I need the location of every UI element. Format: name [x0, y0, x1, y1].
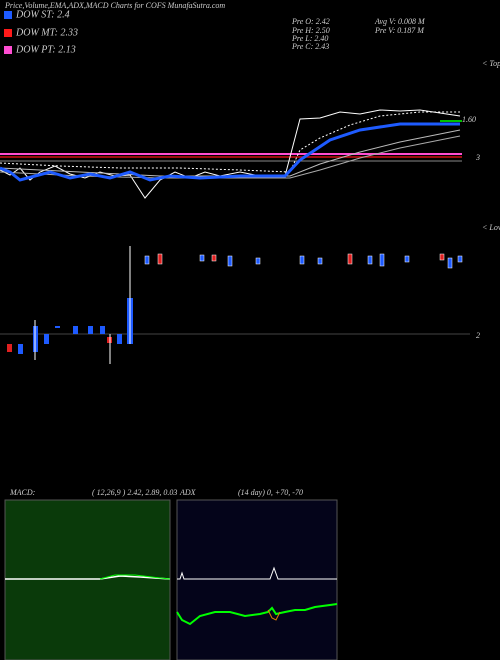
macd-name: MACD: — [9, 488, 36, 497]
legend-swatch — [4, 46, 12, 54]
lows-label: < Lows — [482, 223, 500, 232]
adx-params: (14 day) 0, +70, -70 — [238, 488, 303, 497]
stat: Pre H: 2.50 — [291, 26, 330, 35]
tops-label: < Tops — [482, 59, 500, 68]
legend-label: DOW PT: 2.13 — [15, 44, 76, 55]
minus-di-line — [267, 609, 281, 621]
legend-swatch — [4, 29, 12, 37]
plus-di-line — [176, 603, 338, 626]
macd-panel — [4, 499, 171, 660]
adx-name: ADX — [179, 488, 197, 497]
legend-label: DOW MT: 2.33 — [15, 27, 78, 38]
title: Price,Volume,EMA,ADX,MACD Charts for COF… — [4, 1, 225, 10]
stat: Pre V: 0.187 M — [374, 26, 425, 35]
signal-line — [99, 574, 171, 580]
stat: Avg V: 0.008 M — [374, 17, 426, 26]
stat: Pre C: 2.43 — [291, 42, 329, 51]
legend-swatch — [4, 11, 12, 19]
macd-line — [5, 575, 171, 580]
axis-label: 3 — [475, 153, 480, 162]
volume-panel: < Lows 2 — [0, 223, 500, 364]
stat: Pre O: 2.42 — [291, 17, 330, 26]
adx-line — [177, 566, 337, 580]
line-label: 1.60 — [462, 115, 476, 124]
macd-params: ( 12,26,9 ) 2.42, 2.89, 0.03 — [92, 488, 177, 497]
adx-panel — [176, 499, 338, 660]
axis-label: 2 — [476, 331, 480, 340]
price-panel: 1.60 3 < Tops — [0, 59, 500, 199]
stat: Pre L: 2.40 — [291, 34, 328, 43]
legend-label: DOW ST: 2.4 — [15, 9, 70, 20]
